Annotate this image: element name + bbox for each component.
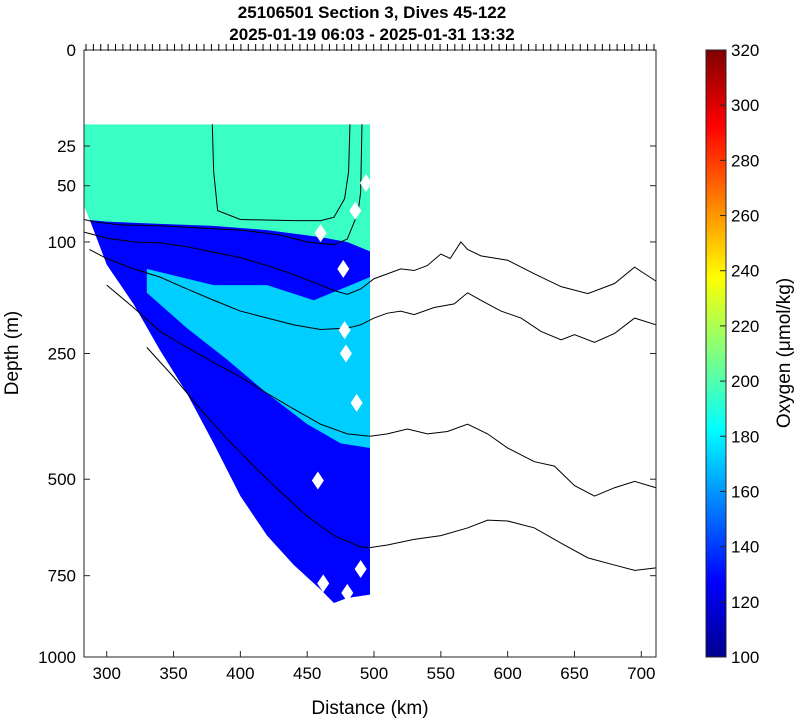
y-axis: 0 25 50 100 250 500 750 1000 [38,41,656,667]
chart-subtitle: 2025-01-19 06:03 - 2025-01-31 13:32 [229,25,514,44]
chart-title: 25106501 Section 3, Dives 45-122 [238,3,506,22]
y-tick-label: 1000 [38,648,76,667]
x-tick-label: 550 [427,664,455,683]
y-tick-label: 100 [48,233,76,252]
colorbar-tick-label: 280 [731,151,759,170]
y-tick-label: 25 [57,137,76,156]
colorbar: 100 120 140 160 180 200 220 240 260 280 300 320 Oxy… [705,41,795,667]
gap-marker-8 [341,583,354,602]
colorbar-tick-label: 160 [731,482,759,501]
colorbar-tick-label: 200 [731,372,759,391]
gap-marker-10 [349,201,362,220]
data-gap-markers [311,173,372,602]
colorbar-tick-label: 220 [731,317,759,336]
x-tick-label: 600 [493,664,521,683]
y-tick-label: 250 [48,345,76,364]
x-tick-label: 350 [159,664,187,683]
contour-line-5 [146,347,657,571]
colorbar-tick-label: 100 [731,648,759,667]
colorbar-tick-label: 320 [731,41,759,60]
colorbar-tick-label: 260 [731,207,759,226]
y-tick-label: 500 [48,470,76,489]
gap-marker-6 [354,559,367,578]
gap-marker-1 [337,259,350,278]
colorbar-tick-label: 300 [731,96,759,115]
contour-line-0 [211,124,351,222]
contour-line-2 [83,231,657,295]
x-axis: 300 350 400 450 500 550 600 650 700 [93,651,655,683]
gap-marker-7 [317,574,330,593]
y-tick-label: 50 [57,177,76,196]
x-tick-label: 300 [93,664,121,683]
gap-marker-9 [359,173,372,192]
zone-surface [84,124,370,252]
colorbar-tick-label: 120 [731,593,759,612]
colorbar-gradient [705,49,727,658]
x-tick-label: 400 [226,664,254,683]
x-tick-label: 500 [360,664,388,683]
x-tick-label: 450 [293,664,321,683]
y-tick-label: 0 [67,41,76,60]
colorbar-label: Oxygen (μmol/kg) [774,278,795,428]
y-tick-label: 750 [48,567,76,586]
gap-marker-5 [311,471,324,490]
gap-marker-0 [314,224,327,243]
gap-marker-3 [339,344,352,363]
colorbar-ticks: 100 120 140 160 180 200 220 240 260 280 300 320 [720,41,759,667]
colorbar-tick-label: 180 [731,427,759,446]
contour-line-3 [89,249,657,343]
x-tick-label: 700 [627,664,655,683]
contour-line-4 [106,284,657,497]
gap-marker-4 [350,393,363,412]
gap-marker-2 [338,321,351,340]
x-axis-label: Distance (km) [311,698,428,719]
colorbar-tick-label: 140 [731,538,759,557]
zone-mid-water [146,268,370,449]
y-axis-label: Depth (m) [2,311,23,395]
x-tick-label: 650 [560,664,588,683]
colorbar-tick-label: 240 [731,262,759,281]
